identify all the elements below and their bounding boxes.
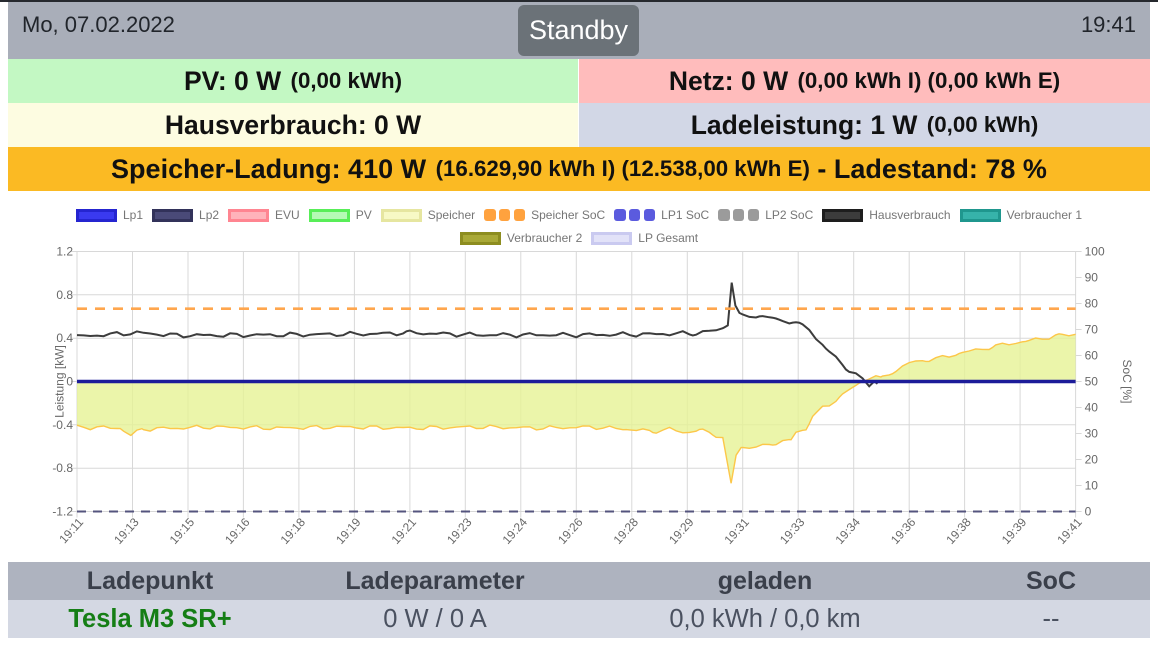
svg-text:19:41: 19:41 [1054,515,1085,547]
svg-text:19:39: 19:39 [999,515,1030,547]
svg-text:20: 20 [1085,453,1099,467]
svg-text:90: 90 [1085,271,1099,285]
svg-text:80: 80 [1085,297,1099,311]
svg-text:40: 40 [1085,401,1099,415]
svg-text:0: 0 [1085,505,1092,519]
svg-text:19:19: 19:19 [333,515,364,547]
svg-text:19:16: 19:16 [222,515,253,547]
svg-text:Leistung [kW]: Leistung [kW] [53,345,67,418]
svg-text:19:21: 19:21 [389,515,420,547]
svg-text:19:31: 19:31 [721,515,752,547]
svg-text:19:15: 19:15 [167,515,198,547]
svg-text:0.4: 0.4 [56,331,73,345]
svg-text:100: 100 [1085,245,1105,259]
svg-text:0: 0 [66,375,73,389]
svg-text:19:28: 19:28 [611,515,642,547]
svg-text:19:29: 19:29 [666,515,697,547]
svg-text:19:11: 19:11 [56,515,86,546]
svg-text:50: 50 [1085,375,1099,389]
svg-text:19:13: 19:13 [111,515,142,547]
svg-text:19:33: 19:33 [777,515,808,547]
svg-text:19:18: 19:18 [278,515,309,547]
svg-text:19:26: 19:26 [555,515,586,547]
svg-text:70: 70 [1085,323,1099,337]
svg-text:-0.4: -0.4 [52,418,73,432]
svg-text:19:23: 19:23 [444,515,475,547]
svg-text:-0.8: -0.8 [52,461,73,475]
svg-text:60: 60 [1085,349,1099,363]
svg-text:1.2: 1.2 [56,245,73,259]
svg-text:SoC [%]: SoC [%] [1120,359,1134,403]
svg-text:10: 10 [1085,479,1099,493]
svg-text:19:36: 19:36 [888,515,919,547]
svg-text:0.8: 0.8 [56,288,73,302]
svg-text:-1.2: -1.2 [52,505,73,519]
svg-text:19:38: 19:38 [943,515,974,547]
svg-text:19:24: 19:24 [500,515,531,547]
svg-text:30: 30 [1085,427,1099,441]
svg-text:19:34: 19:34 [832,515,863,547]
